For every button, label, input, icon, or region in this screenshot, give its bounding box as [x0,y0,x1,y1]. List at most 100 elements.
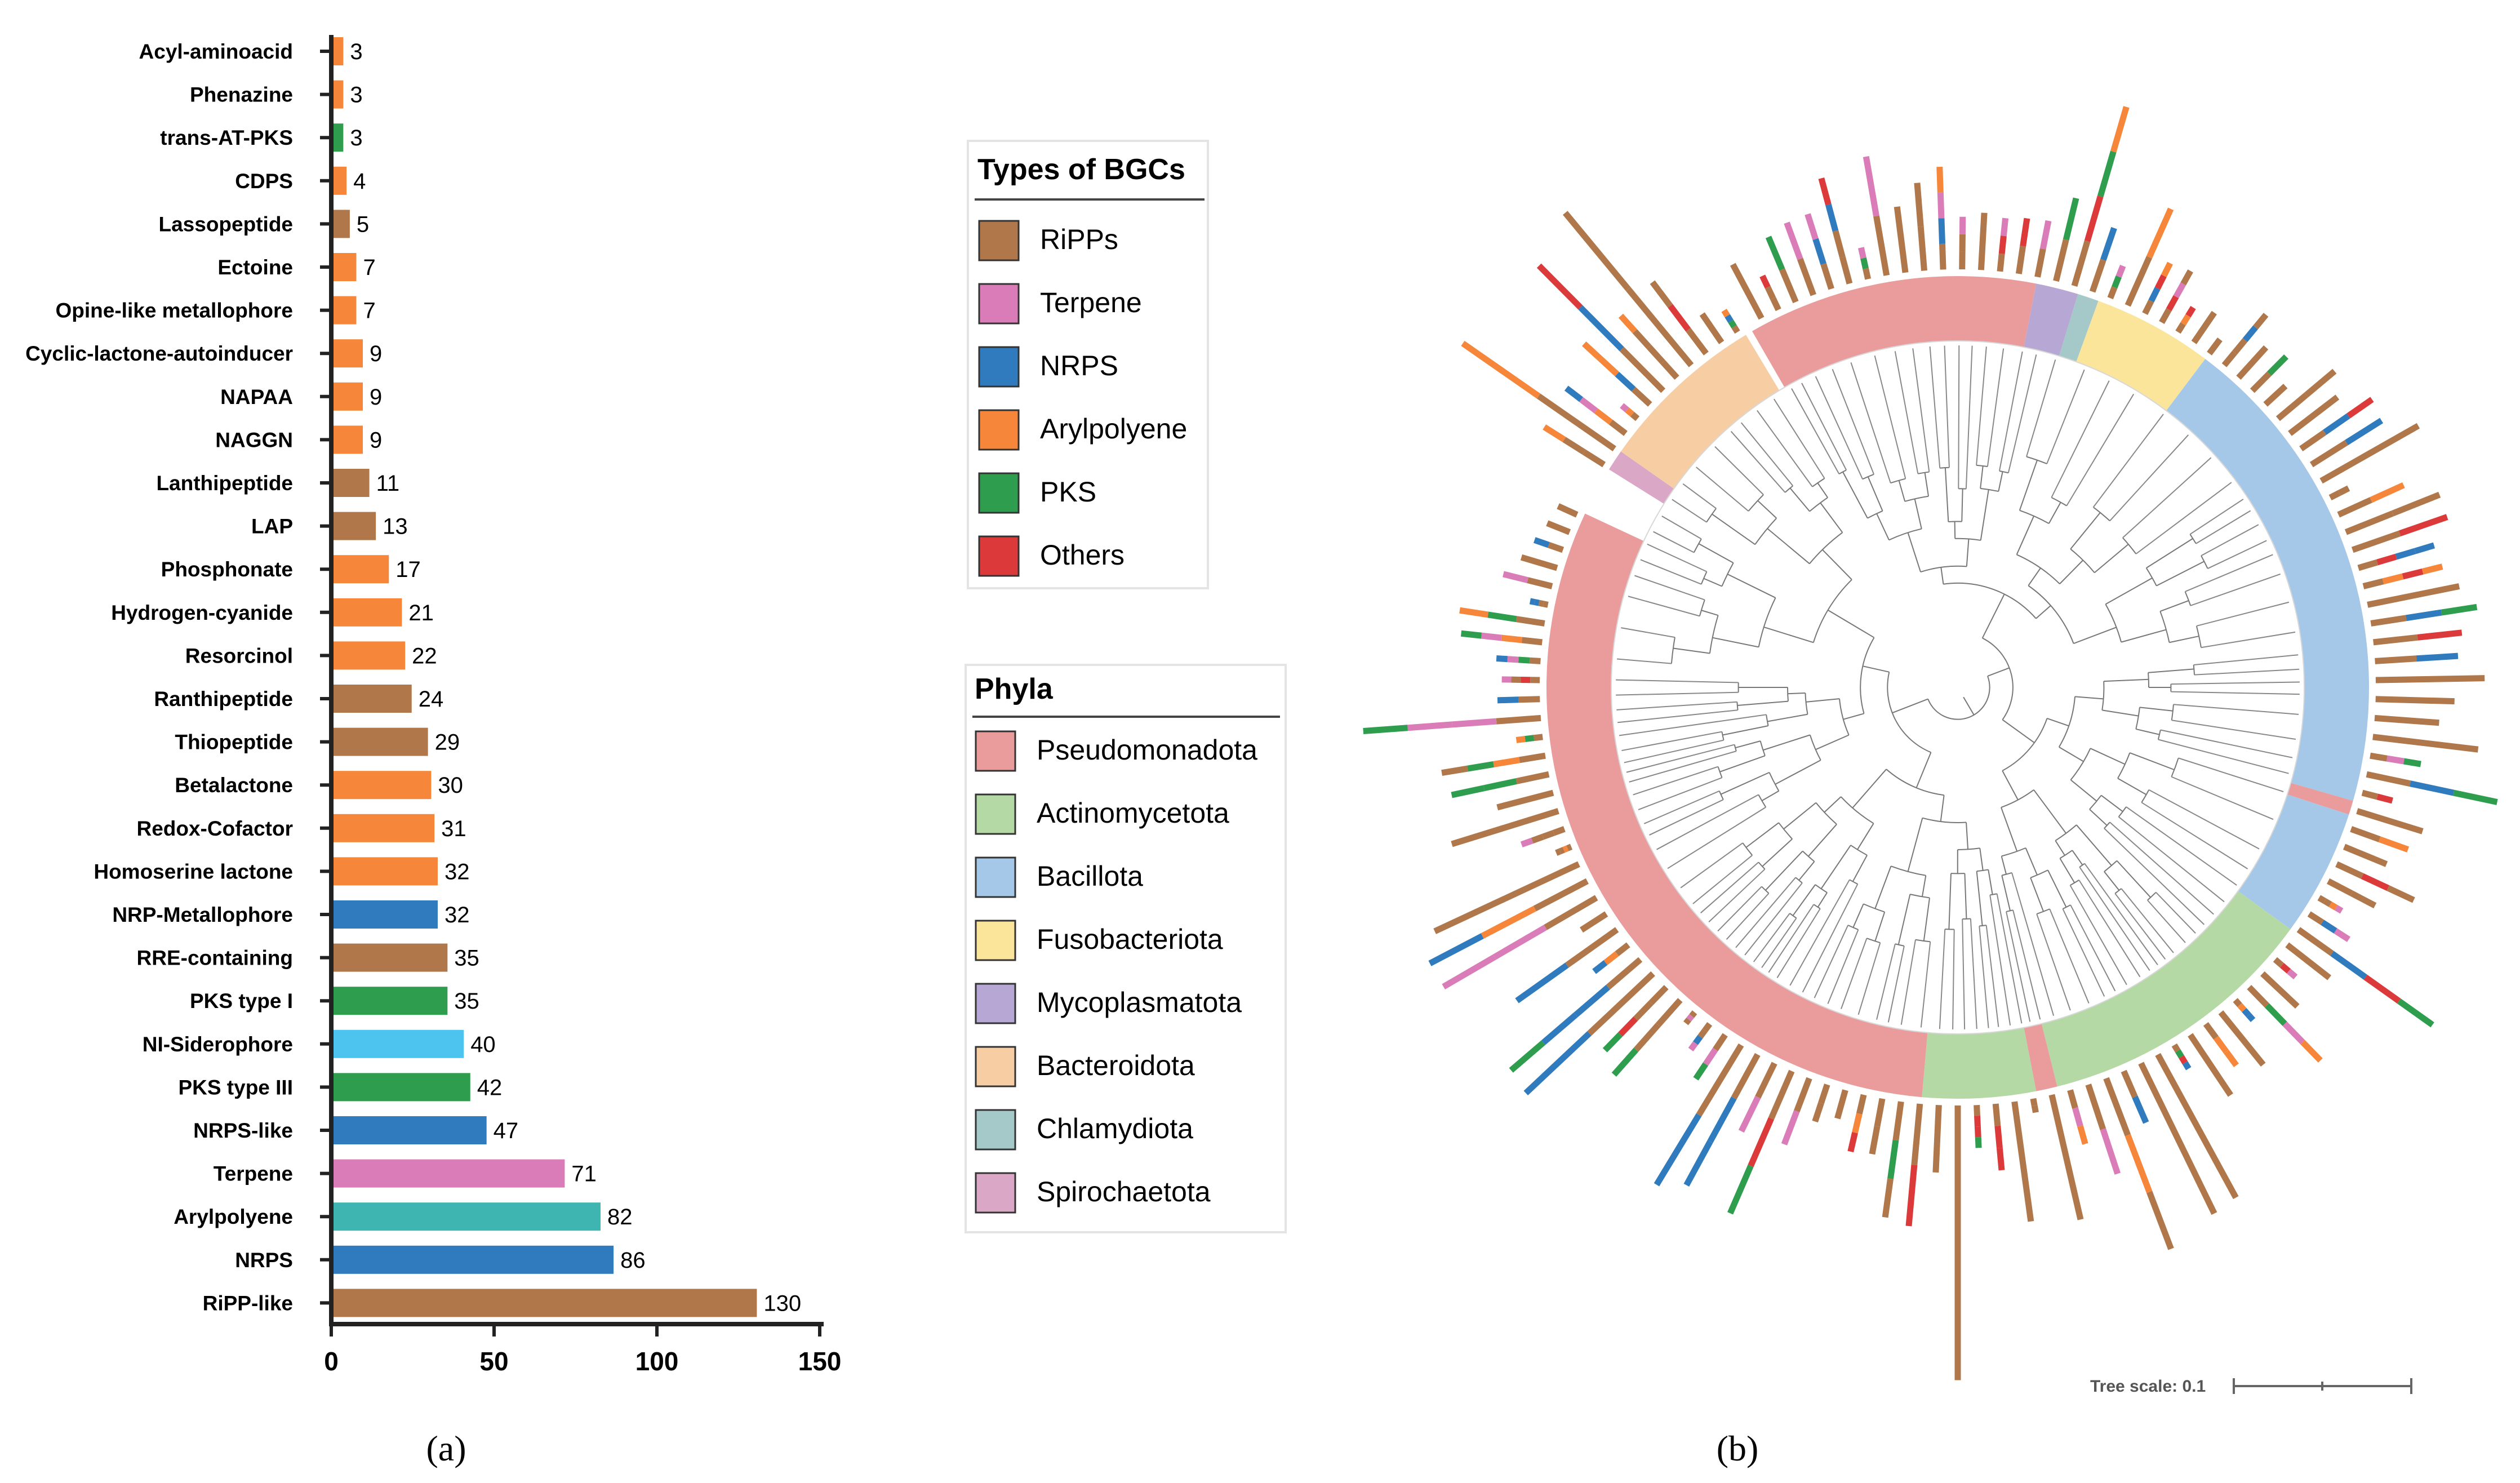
tree-branch-arc [1886,769,1944,795]
bgc-bar-segment [2336,908,2342,911]
bgc-bar-segment [1917,183,1921,227]
bgc-bar-segment [2002,236,2003,254]
tree-branch [2190,574,2280,606]
x-tick-label: 150 [798,1347,842,1376]
category-label: NAGGN [215,428,293,451]
value-label: 35 [454,946,479,971]
bgc-bar-segment [2383,576,2403,581]
tree-branch-arc [1921,566,1967,572]
tree-branch [1925,473,1928,496]
value-label: 86 [620,1248,646,1273]
bgc-bar-segment [2015,1102,2031,1222]
legend-label: Arylpolyene [1040,413,1187,445]
tree-branch [1638,778,1722,810]
tree-branch [1924,898,1930,940]
bar [334,771,431,799]
bgc-bar-segment [1909,1165,1914,1226]
tree-branch [1988,869,1992,894]
tree-branch-arc [1710,615,1718,653]
legend-swatch [976,1110,1015,1149]
legend-label: Fusobacteriota [1037,923,1223,955]
tree-branch-arc [1816,803,1837,824]
bar [334,383,363,411]
tree-branch [1746,823,1779,847]
tree-branch-arc [1889,529,1922,540]
bgc-bar-segment [1851,1133,1855,1152]
tree-branch [1930,347,1940,468]
legend-label: NRPS [1040,350,1118,381]
category-label: Hydrogen-cyanide [111,601,293,624]
tree-branch [2110,822,2214,914]
bar [334,123,343,152]
bgc-bar-segment [1800,259,1814,295]
bgc-bar-segment [1539,603,1544,604]
tree-branch [1824,797,1841,812]
bgc-bar-segment [2377,557,2397,562]
tree-branch [1784,803,1816,829]
bgc-bar-segment [2282,965,2288,971]
bar [334,296,356,325]
tree-branch [2136,729,2159,735]
bgc-bar-segment [1516,739,1525,740]
bgc-bar-segment [2216,1038,2226,1052]
bar [334,685,412,713]
bgc-bar-segment [1876,216,1886,275]
tree-branch [1908,818,1923,872]
legend-swatch [979,536,1019,576]
tree-branch [2110,435,2188,521]
bgc-bar-segment [2339,489,2348,493]
bgc-bar-segment [2194,313,2214,343]
bar [334,81,343,109]
tree-branch [2140,707,2173,711]
bar [334,900,438,929]
tree-branch [1888,946,1904,1022]
bgc-bar-segment [2263,974,2297,1006]
bgc-bar-segment [2080,1126,2085,1144]
bgc-bar-segment [1584,452,1604,464]
category-label: RiPP-like [203,1291,293,1315]
bar-group: NAGGN 9 [215,425,382,454]
tree-branch [2047,370,2085,464]
bgc-bar-segment [2375,718,2439,722]
value-label: 3 [350,126,362,150]
bgc-bar-segment [2092,260,2103,291]
category-label: Thiopeptide [175,731,293,754]
bar [334,944,447,972]
legend-label: Bacteroidota [1037,1050,1195,1081]
tree-branch-arc [2118,753,2130,778]
bgc-bar-segment [1773,299,1779,310]
tree-branch-arc [1980,489,1998,491]
bgc-bar-segment [1503,574,1527,580]
tree-branch-arc [2160,611,2169,642]
value-label: 9 [370,428,382,452]
bgc-bar-segment [1496,718,1541,721]
tree-branch [2074,627,2117,643]
tree-branch [1696,467,1749,511]
bgc-bar-segment [1468,764,1494,769]
value-label: 40 [470,1032,496,1057]
legend-label: Pseudomonadota [1037,734,1257,766]
bgc-bar-segment [2417,633,2462,638]
bgc-bar-segment [2019,246,2023,274]
bgc-bar-segment [1556,851,1560,853]
bgc-bar-segment [2325,416,2348,432]
bgc-bar-segment [2373,737,2478,749]
tree-branch [2171,692,2300,695]
tree-branch [1762,918,1796,967]
tree-branch [2060,858,2074,882]
bgc-bar-segment [2158,276,2164,288]
bar [334,987,447,1015]
tree-branch [1818,893,1827,907]
tree-branch-arc [1860,638,1874,714]
category-label: NRPS-like [193,1119,293,1142]
tree-branch [1820,503,1842,532]
bgc-bar-segment [2206,1024,2216,1038]
tree-branch [2104,680,2149,681]
tree-branch [1767,529,1810,563]
tree-branch [2063,909,2104,996]
tree-branch-arc [1955,539,1981,540]
category-label: Acyl-aminoacid [139,40,293,63]
